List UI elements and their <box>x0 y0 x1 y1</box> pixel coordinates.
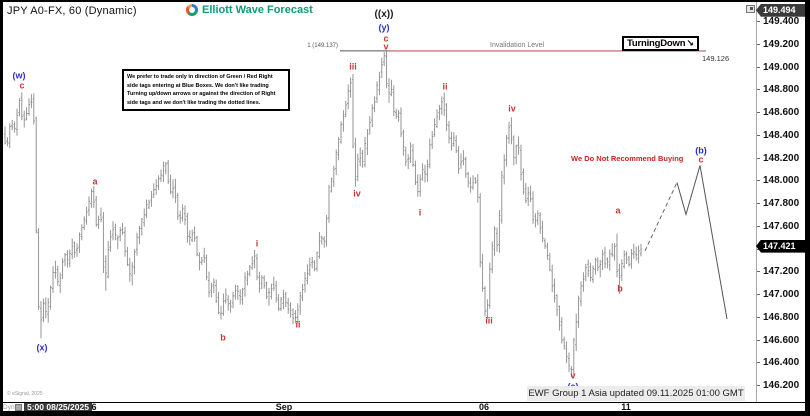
price-tick-mark <box>757 294 760 295</box>
recommendation-text: We Do Not Recommend Buying <box>571 154 684 163</box>
price-tick-mark <box>757 225 760 227</box>
logo-swirl-icon <box>186 4 198 16</box>
note-line: Turning up/down arrows or against the di… <box>127 91 276 98</box>
wave-label: a <box>615 205 621 216</box>
projection-dashed-line <box>644 182 678 252</box>
price-tick-mark <box>757 21 760 22</box>
note-line: side tags and we don't like trading the … <box>127 99 261 106</box>
invalidation-level-label: Invalidation Level <box>490 41 545 49</box>
wave-label: (w) <box>12 70 26 81</box>
wave-label: i <box>255 238 259 249</box>
wave-label: b <box>220 332 226 343</box>
time-axis[interactable]: Dyn 5:00 08/25/2025 6 Sep 06 11 <box>0 402 810 412</box>
price-tick-mark <box>757 157 760 159</box>
price-tick-mark <box>757 89 760 91</box>
price-tick-label: 147.800 <box>763 198 800 209</box>
price-tick-mark <box>757 203 760 204</box>
price-tick-mark <box>757 339 760 341</box>
session-high-price-tag: 149.494 <box>756 3 806 17</box>
note-line: We prefer to trade only in direction of … <box>127 74 273 80</box>
trading-note-box: We prefer to trade only in direction of … <box>122 69 290 112</box>
note-line: side tags entering at Blue Boxes. We don… <box>127 82 269 89</box>
wave-label: a <box>92 176 98 187</box>
price-axis[interactable]: 149.400 149.200 149.000 148.800 148.600 148.4… <box>757 2 805 402</box>
price-tick-label: 149.200 <box>763 38 800 50</box>
window-border-top <box>0 0 810 2</box>
elliott-wave-forecast-logo: Elliott Wave Forecast <box>186 4 313 16</box>
price-tick-label: 148.200 <box>763 152 800 164</box>
price-tick-mark <box>757 134 760 136</box>
price-tick-label: 149.000 <box>763 61 800 73</box>
current-price-tag: 147.421 <box>756 239 806 253</box>
wave-label: (x) <box>36 342 48 353</box>
window-border-bottom <box>0 411 810 416</box>
wave-label: v <box>383 41 389 52</box>
turning-down-badge: TurningDown ↘ <box>622 36 699 51</box>
wave-label: c <box>698 154 704 165</box>
date-tick-label: 11 <box>621 402 631 412</box>
wave-label: ii <box>442 81 448 92</box>
pivot-price-label: 1 (149.137) <box>307 42 338 49</box>
price-tick-label: 146.200 <box>763 380 800 391</box>
price-tick-mark <box>757 112 760 113</box>
date-tick-label: 6 <box>91 402 97 412</box>
restore-window-icon[interactable] <box>746 5 755 13</box>
update-timestamp-text: EWF Group 1 Asia updated 09.11.2025 01:0… <box>527 386 745 401</box>
price-tick-mark <box>757 271 760 273</box>
wave-label: b <box>617 283 623 294</box>
price-tick-label: 147.000 <box>763 289 800 300</box>
cursor-date-tag: 5:00 08/25/2025 <box>24 403 92 412</box>
price-tick-mark <box>757 362 760 364</box>
wave-label: (y) <box>378 22 390 33</box>
wave-label: i <box>418 207 422 218</box>
price-tick-label: 148.800 <box>763 84 800 96</box>
chart-title: JPY A0-FX, 60 (Dynamic) <box>7 5 137 17</box>
price-tick-label: 146.400 <box>763 357 800 369</box>
price-tick-label: 148.000 <box>763 175 800 187</box>
wave-label: ii <box>295 319 301 330</box>
wave-label: iii <box>485 315 493 326</box>
window-border-left <box>0 0 3 416</box>
wave-label: c <box>383 33 389 44</box>
price-tick-mark <box>757 316 760 318</box>
ohlc-price-bars <box>3 50 643 378</box>
window-border-right <box>805 0 810 416</box>
turning-down-label: TurningDown <box>627 38 686 49</box>
date-tick-label: Sep <box>275 402 293 412</box>
invalidation-price-value: 149.126 <box>702 53 730 63</box>
price-tick-label: 146.600 <box>763 334 800 346</box>
projection-solid-line <box>676 165 728 320</box>
price-tick-mark <box>757 43 760 45</box>
wave-label: iv <box>353 188 361 199</box>
price-tick-label: 149.400 <box>763 16 800 27</box>
date-tick-label: 06 <box>478 402 490 412</box>
price-tick-label: 148.600 <box>763 107 800 118</box>
wave-label: v <box>570 370 576 381</box>
price-tick-label: 146.800 <box>763 311 800 323</box>
wave-label: iv <box>508 103 516 114</box>
price-tick-label: 147.200 <box>763 266 800 278</box>
wave-label: ((x)) <box>374 9 394 20</box>
price-axis-separator <box>756 2 757 402</box>
price-tick-mark <box>757 180 760 182</box>
wave-label: iii <box>349 61 357 72</box>
price-tick-label: 147.600 <box>763 220 800 232</box>
wave-label: (b) <box>695 145 707 156</box>
esignal-copyright: © eSignal, 2025 <box>7 391 43 397</box>
price-tick-mark <box>757 66 760 68</box>
price-tick-label: 148.400 <box>763 129 800 141</box>
turning-down-arrow-icon: ↘ <box>686 38 694 48</box>
price-tick-mark <box>757 385 760 386</box>
logo-text: Elliott Wave Forecast <box>202 4 313 16</box>
dyn-mode-label: Dyn <box>3 404 15 411</box>
chart-mode-icon[interactable] <box>15 404 22 411</box>
wave-label: c <box>19 80 25 91</box>
